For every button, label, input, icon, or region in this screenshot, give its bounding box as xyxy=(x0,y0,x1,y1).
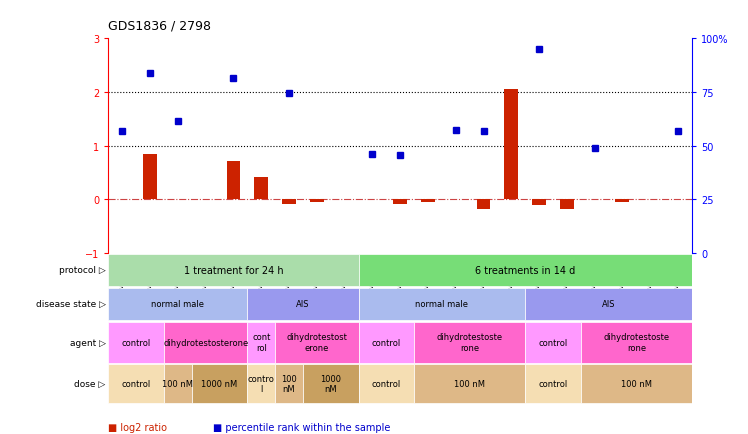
Bar xyxy=(358,254,692,286)
Text: contro
l: contro l xyxy=(248,374,275,393)
Text: 6 treatments in 14 d: 6 treatments in 14 d xyxy=(475,265,575,275)
Text: control: control xyxy=(539,338,568,347)
Bar xyxy=(414,365,525,403)
Bar xyxy=(525,288,692,320)
Bar xyxy=(358,322,414,363)
Text: normal male: normal male xyxy=(151,299,204,309)
Text: control: control xyxy=(372,338,401,347)
Text: AIS: AIS xyxy=(296,299,310,309)
Bar xyxy=(108,322,164,363)
Bar xyxy=(525,365,580,403)
Bar xyxy=(560,200,574,210)
Text: control: control xyxy=(539,379,568,388)
Text: 100
nM: 100 nM xyxy=(281,374,297,393)
Bar xyxy=(525,322,580,363)
Bar xyxy=(414,322,525,363)
Bar xyxy=(275,322,358,363)
Text: disease state ▷: disease state ▷ xyxy=(36,299,105,309)
Bar xyxy=(282,200,296,204)
Bar xyxy=(248,322,275,363)
Text: 100 nM: 100 nM xyxy=(621,379,652,388)
Text: 1000
nM: 1000 nM xyxy=(320,374,341,393)
Bar xyxy=(310,200,324,203)
Text: AIS: AIS xyxy=(602,299,616,309)
Bar xyxy=(248,365,275,403)
Bar xyxy=(393,200,407,204)
Text: dose ▷: dose ▷ xyxy=(74,379,105,388)
Bar xyxy=(358,365,414,403)
Text: 100 nM: 100 nM xyxy=(454,379,485,388)
Bar xyxy=(108,254,358,286)
Text: dihydrotestoste
rone: dihydrotestoste rone xyxy=(604,333,669,352)
Text: control: control xyxy=(372,379,401,388)
Text: dihydrotestoste
rone: dihydrotestoste rone xyxy=(437,333,503,352)
Bar xyxy=(616,200,629,203)
Bar xyxy=(254,178,269,200)
Text: control: control xyxy=(122,338,151,347)
Bar xyxy=(476,200,491,210)
Bar xyxy=(108,288,248,320)
Bar xyxy=(532,200,546,205)
Bar xyxy=(248,288,358,320)
Text: 100 nM: 100 nM xyxy=(162,379,194,388)
Bar xyxy=(191,365,248,403)
Bar xyxy=(303,365,358,403)
Text: GDS1836 / 2798: GDS1836 / 2798 xyxy=(108,20,212,33)
Bar xyxy=(504,90,518,200)
Text: cont
rol: cont rol xyxy=(252,333,271,352)
Bar xyxy=(580,322,692,363)
Bar xyxy=(164,322,248,363)
Bar xyxy=(275,365,303,403)
Text: agent ▷: agent ▷ xyxy=(70,338,105,347)
Bar xyxy=(164,365,191,403)
Bar xyxy=(143,155,157,200)
Text: 1000 nM: 1000 nM xyxy=(201,379,238,388)
Text: 1 treatment for 24 h: 1 treatment for 24 h xyxy=(184,265,283,275)
Text: dihydrotestost
erone: dihydrotestost erone xyxy=(286,333,347,352)
Text: ■ percentile rank within the sample: ■ percentile rank within the sample xyxy=(213,422,390,432)
Bar xyxy=(108,365,164,403)
Bar xyxy=(421,200,435,203)
Bar xyxy=(580,365,692,403)
Text: ■ log2 ratio: ■ log2 ratio xyxy=(108,422,168,432)
Text: control: control xyxy=(122,379,151,388)
Text: protocol ▷: protocol ▷ xyxy=(59,266,105,275)
Text: normal male: normal male xyxy=(415,299,468,309)
Bar xyxy=(358,288,525,320)
Bar xyxy=(227,161,240,200)
Text: dihydrotestosterone: dihydrotestosterone xyxy=(163,338,248,347)
